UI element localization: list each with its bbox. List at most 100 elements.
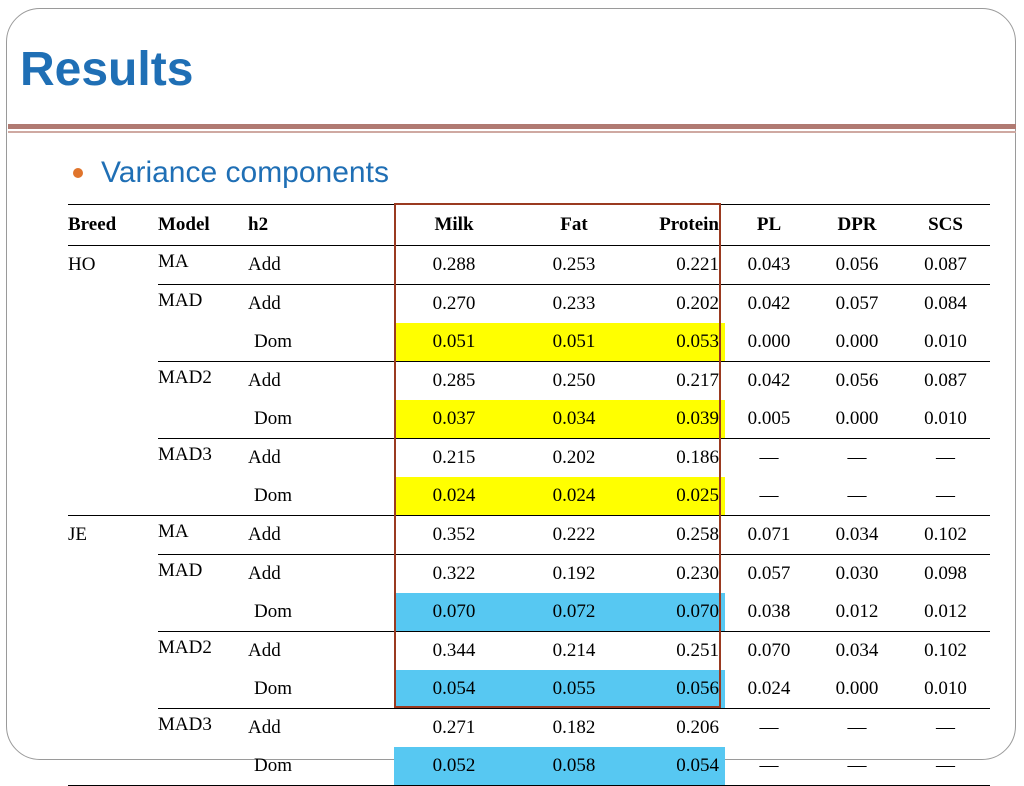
cell-protein: 0.186 [634,438,725,477]
cell-protein: 0.054 [634,747,725,786]
cell-h2: Add [248,631,328,670]
cell-milk: 0.052 [394,747,514,786]
cell-milk: 0.322 [394,554,514,593]
table-row: MAD Add 0.322 0.192 0.230 0.057 0.030 0.098 [68,554,990,594]
table-row: MAD Add 0.270 0.233 0.202 0.042 0.057 0.084 [68,284,990,323]
cell-protein: 0.025 [634,477,725,516]
cell-pl: — [725,438,813,477]
cell-breed [68,323,158,362]
cell-spacer [328,477,394,516]
cell-h2: Add [248,284,328,323]
cell-protein: 0.206 [634,708,725,747]
cell-fat: 0.214 [514,631,634,670]
cell-pl: — [725,708,813,747]
cell-dpr: 0.056 [813,361,901,400]
table-row: JE MA Add 0.352 0.222 0.258 0.071 0.034 0.102 [68,515,990,555]
cell-pl: 0.057 [725,554,813,593]
cell-pl: 0.043 [747,254,791,275]
cell-model [158,400,248,439]
table-row: MAD3 Add 0.215 0.202 0.186— — — [68,438,990,478]
cell-model [158,477,248,516]
table-body: HO MA Add 0.288 0.253 0.221 0.043 0.056 0.087 MAD… [68,246,990,786]
cell-protein: 0.070 [634,593,725,632]
cell-scs: 0.012 [924,601,967,622]
cell-h2: Add [248,361,328,400]
cell-dpr: 0.030 [813,554,901,593]
cell-pl: — [725,747,813,786]
cell-fat: 0.034 [514,400,634,439]
cell-scs: 0.098 [901,554,990,593]
table-row: Dom 0.070 0.072 0.070 0.038 0.012 0.012 [68,593,990,632]
cell-fat: 0.222 [514,515,634,555]
cell-milk: 0.288 [432,254,476,275]
cell-fat: 0.058 [514,747,634,786]
cell-spacer [328,284,394,323]
header-milk: Milk [434,214,474,235]
cell-h2: Add [248,708,328,747]
cell-model: MAD [158,284,248,323]
table-row: MAD3 Add 0.271 0.182 0.206— — — [68,708,990,747]
cell-milk: 0.054 [394,670,514,709]
cell-model: MAD3 [158,708,248,747]
cell-breed [68,477,158,516]
cell-spacer [328,631,394,670]
cell-breed [68,400,158,439]
cell-h2: Add [248,515,328,555]
header-spacer [328,205,394,246]
cell-scs: 0.087 [901,361,990,400]
cell-breed [68,555,158,594]
table-row: MAD2 Add 0.285 0.250 0.217 0.042 0.056 0.087 [68,361,990,400]
cell-scs: — [901,438,990,477]
cell-fat: 0.250 [514,361,634,400]
cell-model [158,593,248,632]
cell-scs: 0.010 [924,408,967,429]
cell-dpr: 0.000 [835,678,879,699]
cell-spacer [328,323,394,362]
cell-fat: 0.253 [552,254,596,275]
cell-pl: — [759,485,779,506]
cell-spacer [328,554,394,593]
variance-components-table: Breed Model h2 Milk Fat Protein PL DPR S… [68,204,990,786]
cell-pl: 0.042 [725,361,813,400]
cell-pl: 0.042 [725,284,813,323]
cell-fat: 0.072 [514,593,634,632]
cell-pl: 0.000 [747,331,791,352]
cell-dpr: 0.034 [813,515,901,555]
cell-scs: — [901,708,990,747]
cell-h2: Dom [254,331,292,352]
cell-milk: 0.344 [394,631,514,670]
cell-model [158,323,248,362]
cell-milk: 0.070 [394,593,514,632]
cell-scs: 0.102 [901,631,990,670]
cell-model: MAD2 [158,361,248,400]
cell-pl: 0.024 [747,678,791,699]
cell-pl: 0.070 [725,631,813,670]
table-header-row: Breed Model h2 Milk Fat Protein PL DPR S… [68,204,990,246]
cell-h2: Dom [254,678,292,699]
header-h2: h2 [248,214,269,235]
cell-spacer [328,246,394,285]
cell-h2: Dom [248,747,328,786]
cell-breed [68,439,158,478]
bullet-dot-icon [73,168,83,178]
header-pl: PL [756,214,782,235]
cell-scs: 0.010 [924,678,967,699]
cell-fat: 0.051 [514,323,634,362]
cell-breed [68,632,158,671]
cell-h2: Dom [254,601,292,622]
cell-dpr: 0.034 [813,631,901,670]
cell-milk: 0.270 [394,284,514,323]
cell-spacer [328,593,394,632]
table-row: HO MA Add 0.288 0.253 0.221 0.043 0.056 0.087 [68,246,990,285]
cell-pl: 0.071 [725,515,813,555]
cell-protein: 0.230 [634,554,725,593]
cell-scs: 0.102 [901,515,990,555]
cell-model: MAD3 [158,438,248,477]
cell-spacer [328,670,394,709]
table-row: Dom 0.051 0.051 0.053 0.000 0.000 0.010 [68,323,990,362]
header-model: Model [158,214,210,235]
cell-model: MAD [158,554,248,593]
cell-dpr: — [813,438,901,477]
cell-protein: 0.056 [634,670,725,709]
header-scs: SCS [928,214,963,235]
